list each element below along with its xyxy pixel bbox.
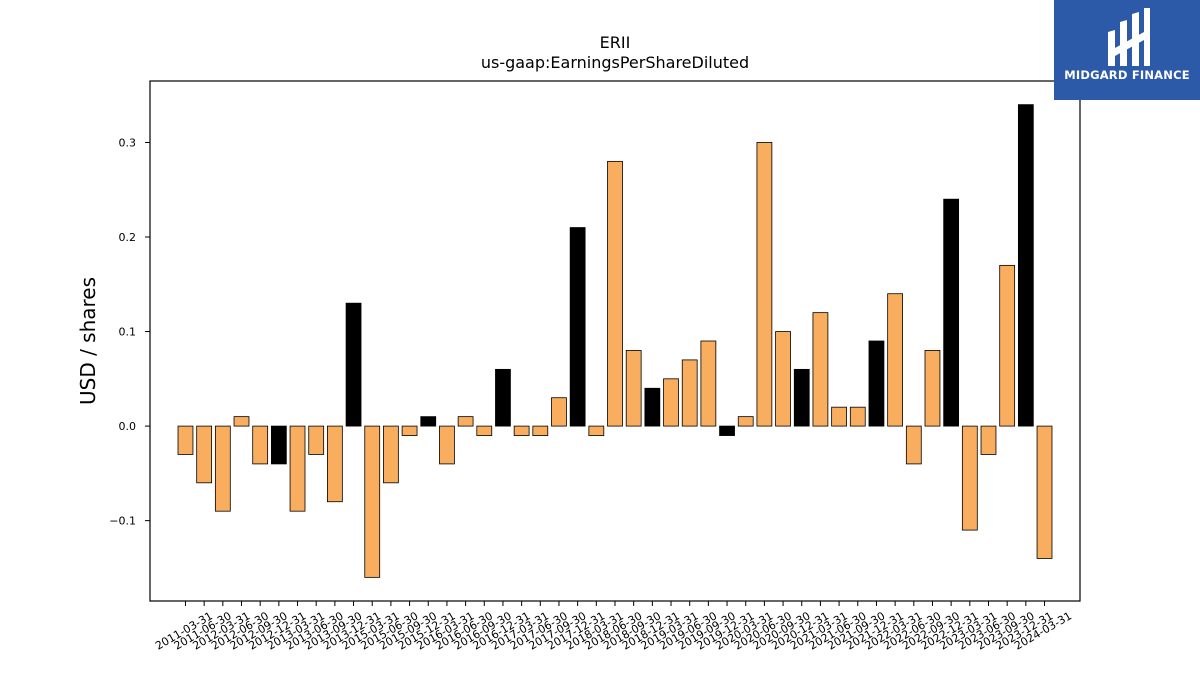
- bar: [625, 350, 642, 427]
- bar: [308, 425, 325, 455]
- bar: [775, 331, 791, 427]
- bar: [737, 416, 754, 427]
- bar: [943, 198, 960, 427]
- bar: [495, 368, 511, 427]
- bar: [327, 425, 343, 503]
- bar: [1017, 104, 1034, 427]
- bar: [588, 425, 605, 436]
- bar: [831, 406, 847, 427]
- bar: [663, 378, 679, 427]
- bar: [457, 416, 474, 427]
- bar: [476, 425, 493, 436]
- logo-text: MIDGARD FINANCE: [1064, 68, 1190, 82]
- bar: [887, 293, 903, 427]
- y-tick-label: 0.0: [119, 420, 137, 433]
- bar: [1036, 425, 1053, 559]
- y-tick-label: −0.1: [109, 515, 136, 528]
- bar: [924, 350, 941, 427]
- bar: [644, 387, 661, 427]
- bar: [719, 425, 735, 436]
- bar: [289, 425, 306, 512]
- bar: [980, 425, 997, 455]
- bar: [868, 340, 885, 427]
- bar: [756, 142, 773, 427]
- bar: [439, 425, 455, 465]
- bar: [252, 425, 269, 465]
- y-tick-label: 0.3: [119, 136, 137, 149]
- bar: [196, 425, 213, 484]
- bar: [401, 425, 418, 436]
- bar: [812, 312, 829, 427]
- bar: [569, 227, 586, 427]
- bar: [607, 160, 623, 427]
- bar: [214, 425, 231, 512]
- bar: [420, 416, 437, 427]
- plot-frame: [149, 80, 1081, 602]
- chart-subtitle: us-gaap:EarningsPerShareDiluted: [481, 53, 749, 72]
- bar: [700, 340, 717, 427]
- bar: [999, 264, 1016, 427]
- bar: [793, 368, 810, 427]
- bar: [270, 425, 287, 465]
- bar: [849, 406, 866, 427]
- bar: [905, 425, 922, 465]
- bar: [364, 425, 381, 578]
- bar: [551, 397, 567, 427]
- bar: [961, 425, 978, 531]
- bar: [383, 425, 399, 484]
- midgard-logo-icon: [1108, 8, 1150, 66]
- logo: MIDGARD FINANCE: [1054, 0, 1200, 100]
- chart-title: ERII: [600, 33, 631, 52]
- x-axis-ticks: 2011-03-312011-06-302012-03-312012-06-30…: [153, 601, 1074, 653]
- bar: [345, 302, 362, 427]
- bar: [681, 359, 698, 427]
- bar: [233, 416, 250, 427]
- bar: [532, 425, 549, 436]
- y-tick-label: 0.1: [119, 326, 137, 339]
- bar: [513, 425, 530, 436]
- bar: [177, 425, 194, 455]
- y-axis-ticks: −0.1 0.0 0.1 0.2 0.3: [109, 136, 150, 528]
- bars-group: [177, 104, 1053, 578]
- y-tick-label: 0.2: [119, 231, 137, 244]
- y-axis-label: USD / shares: [76, 277, 100, 405]
